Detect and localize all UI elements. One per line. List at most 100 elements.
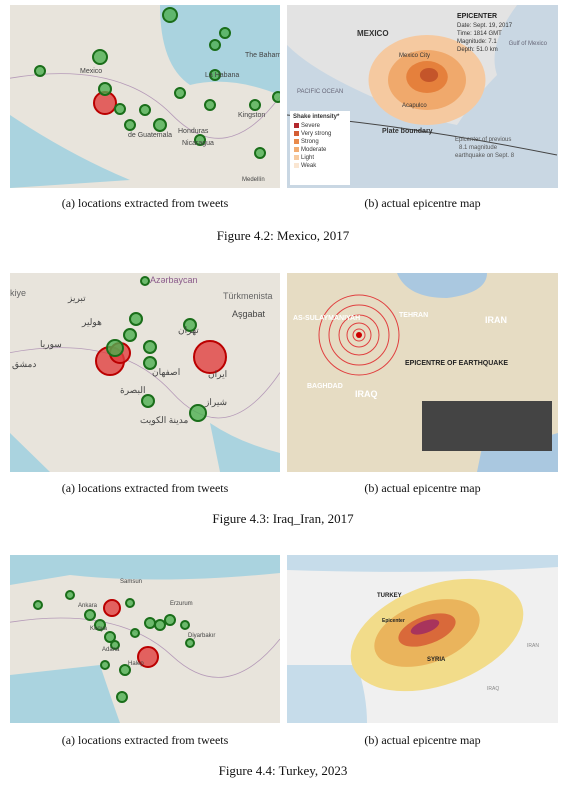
shock-ring [318, 294, 400, 376]
map: TURKEY Epicenter SYRIA IRAN IRAQ [287, 555, 558, 723]
caption: (a) locations extracted from tweets [61, 481, 229, 495]
map-label: IRAQ [487, 686, 499, 692]
map-label: Samsun [120, 579, 142, 585]
map-label: PACIFIC OCEAN [297, 89, 343, 95]
map-label: Mexico [80, 68, 102, 75]
map-label: earthquake on Sept. 8 [455, 153, 515, 159]
figure-title: Figure 4.3: Iraq_Iran, 2017 [212, 511, 354, 526]
location-marker [65, 590, 75, 600]
map-label: Diyarbakır [188, 633, 215, 639]
shock-ring [338, 314, 380, 356]
location-marker [180, 620, 190, 630]
location-marker [209, 39, 221, 51]
location-marker [183, 318, 197, 332]
map-label: Honduras [178, 128, 209, 135]
map: AS-SULAYMANIYAH TEHRAN IRAN EPICENTRE OF EA… [287, 273, 558, 472]
map-label: شیراز [204, 397, 227, 408]
map-label: Weak [301, 163, 317, 169]
location-marker [143, 340, 157, 354]
location-marker [119, 664, 131, 676]
location-marker [104, 631, 116, 643]
map-label: Strong [301, 139, 319, 145]
map-label: Epicenter of previous [455, 137, 511, 143]
water [397, 273, 558, 472]
border [10, 617, 280, 678]
location-marker [272, 91, 280, 103]
location-marker [84, 609, 96, 621]
figure-title: Figure 4.4: Turkey, 2023 [218, 763, 348, 778]
map-label: TEHRAN [399, 312, 428, 319]
map-label: ایران [208, 369, 227, 380]
map-label: اصفهان [152, 367, 180, 378]
map-label: Depth: 51.0 km [457, 47, 498, 53]
location-marker [140, 276, 150, 286]
location-marker [110, 640, 120, 650]
shake-zone [410, 619, 440, 635]
caption: (b) actual epicentre map [364, 481, 481, 495]
map: kiye Azərbaycan Türkmenista Aşgabat تبریز هول… [10, 273, 280, 472]
border [10, 73, 280, 139]
location-marker [94, 619, 106, 631]
location-marker [174, 87, 186, 99]
legend-swatch [294, 123, 299, 128]
shock-ring [328, 304, 390, 366]
map-label: مدينة الكويت [140, 415, 188, 426]
caption: (b) actual epicentre map [364, 733, 481, 747]
location-marker [189, 404, 207, 422]
map-label: de Guatemala [128, 132, 172, 139]
map-label: Ankara [78, 603, 98, 609]
map-label: 8.1 magnitude [459, 145, 498, 151]
shake-zone [419, 68, 439, 82]
map-label: Erzurum [170, 601, 193, 607]
location-marker [219, 27, 231, 39]
epicentre [356, 332, 362, 338]
map: MEXICO EPICENTER Date: Sept. 19, 2017 Time:… [287, 5, 558, 188]
shock-ring [352, 328, 366, 342]
border [10, 347, 280, 419]
location-marker [123, 328, 137, 342]
shock-ring [346, 322, 372, 348]
caption: (b) actual epicentre map [364, 196, 481, 210]
map-label: Halep [128, 661, 144, 667]
location-marker [124, 119, 136, 131]
map-label: IRAN [527, 643, 539, 649]
map-label: IRAN [485, 315, 507, 325]
map-label: Time: 1814 GMT [457, 31, 502, 37]
map-label: EPICENTER [457, 13, 497, 20]
map-label: SYRIA [427, 657, 446, 663]
map-label: Moderate [301, 147, 327, 153]
annotation-box [422, 401, 552, 451]
caption: (a) locations extracted from tweets [61, 196, 229, 210]
map-label: Kingston [238, 112, 265, 119]
map-label: BAGHDAD [307, 383, 343, 390]
legend-swatch [294, 163, 299, 168]
map-label: هولیر [81, 317, 102, 328]
location-marker [129, 312, 143, 326]
location-marker [162, 7, 178, 23]
map-label: Adana [102, 647, 120, 653]
map-label: Medellín [242, 177, 265, 183]
map-label: Aşgabat [232, 309, 266, 319]
location-marker [141, 394, 155, 408]
legend-box [290, 111, 350, 185]
location-marker [100, 660, 110, 670]
location-marker [185, 638, 195, 648]
map-label: Gulf of Mexico [509, 41, 548, 47]
water [10, 5, 280, 188]
location-marker [254, 147, 266, 159]
legend-swatch [294, 155, 299, 160]
location-marker [98, 82, 112, 96]
map-label: MEXICO [357, 29, 389, 38]
location-marker [204, 99, 216, 111]
map: Mexico La Habana The Bahamas Kingston Hondur… [10, 5, 280, 188]
map-label: Türkmenista [223, 291, 273, 301]
location-marker [154, 619, 166, 631]
location-marker [130, 628, 140, 638]
legend-swatch [294, 147, 299, 152]
water [10, 423, 280, 472]
map-label: تهران [178, 325, 199, 336]
water [10, 555, 280, 723]
legend-swatch [294, 131, 299, 136]
map-label: The Bahamas [245, 52, 280, 59]
location-marker [137, 646, 159, 668]
